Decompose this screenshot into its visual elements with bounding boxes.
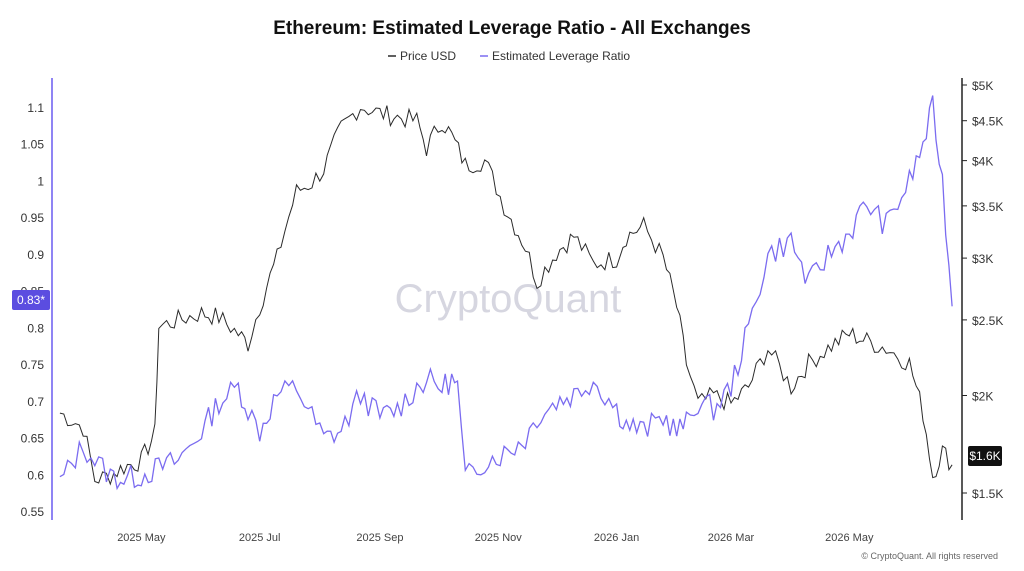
chart-title: Ethereum: Estimated Leverage Ratio - All… xyxy=(273,18,751,39)
left-tick-label: 0.7 xyxy=(27,395,44,409)
current-leverage-label: 0.83* xyxy=(17,293,45,307)
left-tick-label: 0.55 xyxy=(21,505,45,519)
left-tick-label: 0.9 xyxy=(27,248,44,262)
left-tick-label: 0.8 xyxy=(27,321,44,335)
right-tick-label: $4.5K xyxy=(972,115,1003,129)
left-tick-label: 0.95 xyxy=(21,211,45,225)
right-tick-label: $4K xyxy=(972,155,993,169)
x-tick-label: 2025 Sep xyxy=(356,532,403,544)
right-tick-label: $3.5K xyxy=(972,200,1003,214)
right-tick-label: $1.5K xyxy=(972,487,1003,501)
legend-price-label: Price USD xyxy=(400,49,456,63)
left-tick-label: 1 xyxy=(37,174,44,188)
current-price-label: $1.6K xyxy=(969,449,1000,463)
right-tick-label: $2K xyxy=(972,390,993,404)
x-tick-label: 2025 Jul xyxy=(239,532,281,544)
left-tick-label: 1.1 xyxy=(27,101,44,115)
x-tick-label: 2025 May xyxy=(117,532,166,544)
x-axis-ticks: 2025 May 2025 Jul 2025 Sep 2025 Nov 2026 Jan… xyxy=(117,532,874,544)
current-price-badge: $1.6K xyxy=(968,446,1002,466)
left-tick-label: 0.65 xyxy=(21,432,45,446)
x-tick-label: 2026 May xyxy=(825,532,874,544)
legend-leverage-label: Estimated Leverage Ratio xyxy=(492,49,630,63)
x-tick-label: 2026 Jan xyxy=(594,532,639,544)
x-tick-label: 2026 Mar xyxy=(708,532,755,544)
left-tick-label: 0.6 xyxy=(27,468,44,482)
right-tick-label: $2.5K xyxy=(972,314,1003,328)
right-axis-ticks: $5K $4.5K $4K $3.5K $3K $2.5K $2K $1.5K xyxy=(962,79,1003,501)
leverage-ratio-line xyxy=(59,95,953,491)
right-tick-label: $3K xyxy=(972,252,993,266)
x-tick-label: 2025 Nov xyxy=(475,532,523,544)
current-leverage-badge: 0.83* xyxy=(12,290,50,310)
price-usd-line xyxy=(59,105,953,486)
left-tick-label: 1.05 xyxy=(21,138,45,152)
left-tick-label: 0.75 xyxy=(21,358,45,372)
legend: Price USD Estimated Leverage Ratio xyxy=(388,49,630,63)
right-tick-label: $5K xyxy=(972,79,993,93)
watermark: CryptoQuant xyxy=(395,277,622,321)
copyright-notice: © CryptoQuant. All rights reserved xyxy=(861,551,998,561)
